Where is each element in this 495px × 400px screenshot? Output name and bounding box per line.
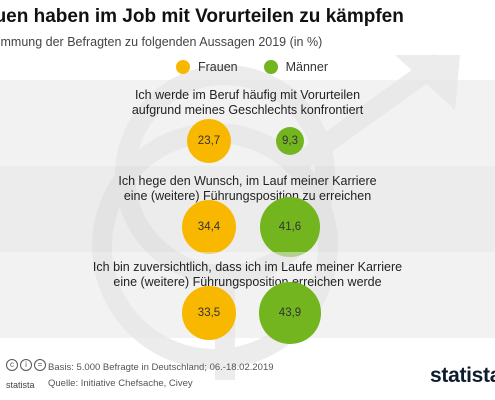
bubble-value-label: 9,3 [281,134,298,147]
legend-item-maenner: Männer [263,60,328,74]
statement-label: Ich bin zuversichtlich, dass ich im Lauf… [92,260,403,289]
bubble-frauen: 34,4 [181,199,237,255]
row-band [0,252,495,338]
chart-title: auen haben im Job mit Vorurteilen zu käm… [0,6,404,27]
cc-icon: c [6,359,18,371]
bubble-maenner: 41,6 [260,197,320,257]
statement-label: Ich hege den Wunsch, im Lauf meiner Karr… [118,174,377,203]
bubble-value-label: 33,5 [197,306,221,319]
bubble-maenner: 9,3 [275,126,305,156]
bubble-value-label: 43,9 [278,306,302,319]
statement-label: Ich werde im Beruf häufig mit Vorurteile… [131,88,364,117]
statista-logo[interactable]: statista [430,364,495,387]
row-band [0,80,495,166]
source-note: Quelle: Initiative Chefsache, Civey [48,378,193,389]
legend-swatch-maenner [263,60,278,74]
legend-label-frauen: Frauen [198,60,238,74]
bubble-maenner: 43,9 [259,282,321,344]
legend: Frauen Männer [176,60,354,74]
bubble-value-label: 34,4 [197,220,221,233]
bubble-value-label: 23,7 [197,134,221,147]
row-band [0,166,495,252]
bubble-frauen: 33,5 [182,286,236,340]
legend-swatch-frauen [176,60,190,74]
info-icon: i [20,359,32,371]
basis-note: Basis: 5.000 Befragte in Deutschland; 06… [48,362,274,373]
legend-label-maenner: Männer [285,60,328,74]
chart-subtitle: stimmung der Befragten zu folgenden Auss… [0,35,323,49]
bubble-frauen: 23,7 [186,118,232,164]
legend-item-frauen: Frauen [176,60,238,74]
bubble-value-label: 41,6 [278,220,302,233]
equals-icon: = [34,359,46,371]
statista-small-label: statista [6,380,35,390]
